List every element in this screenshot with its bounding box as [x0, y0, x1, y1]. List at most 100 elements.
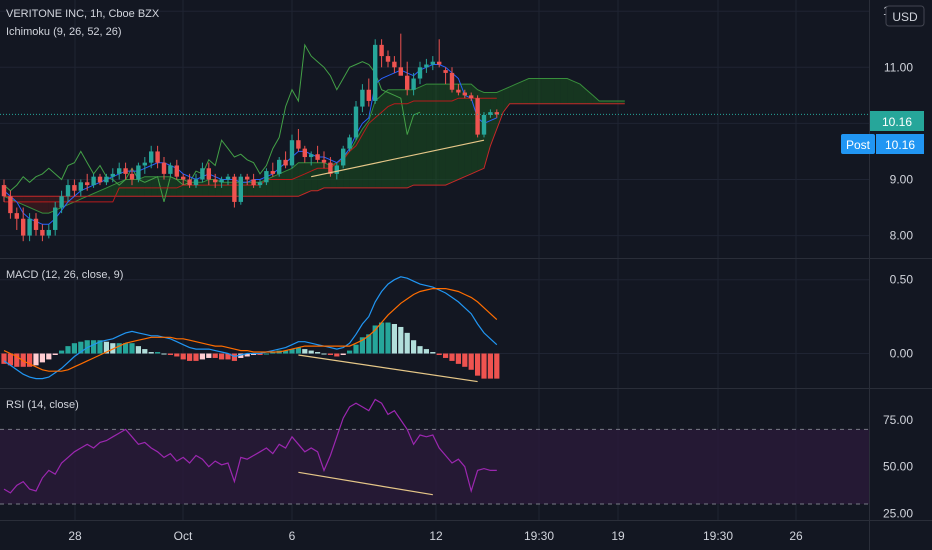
- cloud-segment: [535, 78, 542, 104]
- cloud-segment: [292, 162, 299, 197]
- candle-body: [142, 162, 147, 166]
- candle-body: [238, 176, 243, 202]
- cloud-segment: [554, 78, 561, 104]
- macd-histogram-bar: [161, 353, 167, 355]
- candle-body: [449, 72, 455, 90]
- candle-body: [296, 140, 301, 149]
- cloud-segment: [496, 89, 504, 129]
- price-pane[interactable]: [0, 33, 869, 242]
- macd-histogram-bar: [302, 349, 308, 354]
- candle-body: [21, 218, 26, 236]
- macd-histogram-bar: [327, 353, 333, 355]
- macd-histogram-bar: [404, 332, 410, 354]
- candle-body: [193, 179, 199, 186]
- cloud-segment: [106, 185, 113, 197]
- cloud-segment: [68, 196, 75, 205]
- macd-histogram-bar: [436, 353, 442, 355]
- candle-body: [481, 114, 487, 135]
- macd-histogram-bar: [52, 353, 58, 355]
- cloud-segment: [298, 162, 305, 197]
- candle-body: [353, 106, 359, 138]
- candle-body: [469, 95, 474, 99]
- macd-histogram-bar: [251, 353, 257, 355]
- cloud-segment: [221, 182, 228, 197]
- candle-body: [123, 168, 128, 174]
- rsi-pane[interactable]: [0, 398, 869, 505]
- candle-body: [181, 176, 186, 180]
- candle-body: [488, 112, 493, 115]
- price-trendline: [311, 139, 485, 178]
- candle-body: [40, 229, 45, 236]
- cloud-segment: [413, 86, 420, 186]
- macd-histogram-bar: [91, 340, 97, 354]
- rsi-axis-label: 25.00: [883, 506, 913, 520]
- candle-body: [225, 176, 231, 180]
- macd-histogram-bar: [308, 350, 314, 354]
- cloud-segment: [388, 89, 395, 188]
- cloud-segment: [612, 100, 619, 104]
- candle-body: [328, 162, 333, 174]
- candle-body: [245, 176, 250, 180]
- candle-body: [341, 148, 346, 166]
- cloud-segment: [560, 78, 568, 104]
- cloud-segment: [580, 84, 587, 104]
- macd-histogram-bar: [116, 343, 122, 354]
- macd-histogram-bar: [219, 353, 225, 360]
- macd-histogram-bar: [468, 353, 474, 370]
- macd-histogram-bar: [206, 353, 212, 358]
- cloud-segment: [605, 100, 612, 104]
- cloud-segment: [42, 196, 49, 214]
- candle-body: [277, 159, 282, 174]
- macd-histogram-bar: [7, 353, 13, 366]
- macd-histogram-bar: [270, 352, 276, 354]
- macd-histogram-bar: [347, 350, 353, 354]
- macd-histogram-bar: [391, 324, 397, 354]
- macd-histogram-bar: [84, 340, 90, 354]
- cloud-segment: [368, 100, 376, 188]
- macd-pane[interactable]: [1, 276, 500, 383]
- macd-histogram-bar: [135, 346, 141, 354]
- last-price-value: 10.16: [882, 115, 912, 129]
- macd-histogram-bar: [283, 350, 289, 354]
- rsi-axis-label: 50.00: [883, 460, 913, 474]
- candle-body: [475, 98, 480, 135]
- candle-body: [315, 154, 320, 160]
- cloud-segment: [375, 95, 382, 188]
- cloud-segment: [439, 84, 446, 186]
- candle-body: [187, 179, 192, 186]
- candle-body: [437, 61, 442, 65]
- rsi-title: RSI (14, close): [6, 399, 79, 411]
- macd-histogram-bar: [148, 352, 154, 354]
- last-price-badge: 10.16: [870, 111, 924, 131]
- macd-histogram-bar: [193, 353, 199, 361]
- candle-body: [456, 89, 461, 93]
- candle-body: [46, 229, 51, 236]
- macd-histogram-bar: [430, 352, 436, 354]
- macd-histogram-bar: [142, 349, 148, 354]
- cloud-segment: [516, 81, 523, 104]
- macd-title: MACD (12, 26, close, 9): [6, 269, 123, 281]
- macd-histogram-bar: [385, 322, 391, 354]
- cloud-segment: [452, 84, 459, 183]
- macd-histogram-bar: [14, 353, 20, 367]
- candle-body: [321, 159, 327, 163]
- macd-histogram-bar: [315, 352, 321, 354]
- candle-body: [424, 64, 429, 68]
- macd-histogram-bar: [123, 343, 129, 354]
- candle-body: [168, 165, 173, 174]
- signal-line: [3, 288, 498, 372]
- candle-body: [110, 173, 115, 177]
- candle-body: [14, 213, 19, 219]
- macd-histogram-bar: [263, 353, 269, 355]
- macd-histogram-bar: [366, 334, 372, 354]
- cloud-segment: [484, 92, 491, 169]
- base-line: [4, 97, 497, 203]
- time-axis-label: 12: [429, 529, 443, 543]
- lagging-span-line: [3, 43, 421, 203]
- macd-histogram-bar: [359, 337, 365, 354]
- cloud-segment: [586, 89, 593, 104]
- currency-button[interactable]: USD: [885, 5, 925, 27]
- time-axis-label: 19: [611, 529, 625, 543]
- cloud-segment: [541, 78, 548, 104]
